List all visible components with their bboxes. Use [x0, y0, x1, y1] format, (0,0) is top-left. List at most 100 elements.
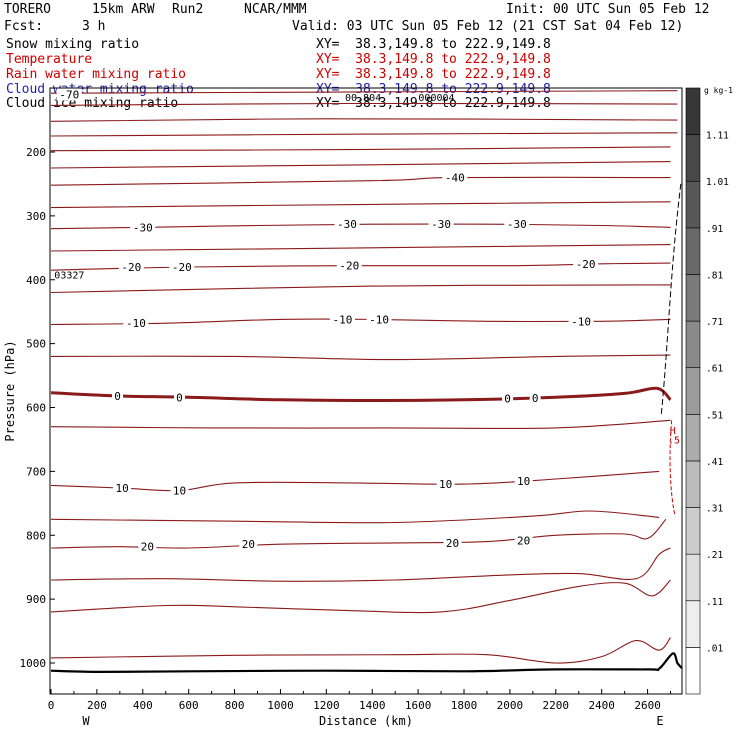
contour-line — [50, 146, 671, 152]
field-name: Temperature — [6, 52, 93, 67]
colorbar-tick-label: .21 — [706, 550, 723, 561]
colorbar-step — [685, 320, 701, 368]
colorbar-step — [685, 507, 701, 555]
x-tick-label: 2200 — [543, 699, 570, 712]
contour-label: -20 — [121, 261, 141, 274]
x-tick-label: 0 — [48, 699, 55, 712]
contour-labels: -70 -40 -30 -30 -30 -30 -20 -20 -20 -20 -10 -10 -10 -… — [56, 88, 599, 554]
terrain-line — [50, 652, 682, 674]
colorbar-tick-label: .71 — [706, 317, 723, 328]
colorbar-step — [685, 553, 701, 602]
y-tick-label: 400 — [26, 274, 46, 287]
contour-label-bg — [336, 259, 362, 272]
x-tick-label: 400 — [133, 699, 153, 712]
rain-contour-dashed — [669, 420, 676, 517]
contour-label-bg — [436, 478, 455, 491]
y-tick-label: 600 — [26, 402, 46, 415]
x-tick-label: 1800 — [451, 699, 478, 712]
contour-line — [50, 244, 671, 252]
contour-label: 10 — [173, 485, 186, 498]
extra-label: 03327 — [54, 271, 84, 282]
contour-label: 20 — [517, 534, 530, 547]
x-axis-label: Distance (km) — [319, 714, 413, 728]
contour-label: -10 — [369, 313, 389, 326]
contour-label-bg — [138, 540, 157, 553]
x-tick-label: 1400 — [359, 699, 386, 712]
contour-label: -10 — [332, 313, 352, 326]
colorbar-step — [685, 274, 701, 322]
contour-line — [50, 102, 678, 106]
y-tick-label: 700 — [26, 465, 46, 478]
fcst-label: Fcst: — [4, 19, 44, 34]
contour-label-bg — [442, 171, 468, 184]
colorbar-tick-label: .91 — [706, 224, 723, 235]
organization: NCAR/MMM — [244, 2, 307, 17]
contour-label-bg — [573, 257, 599, 270]
x-tick-label: 2400 — [588, 699, 615, 712]
contour-line — [50, 284, 671, 294]
colorbar-tick-label: 1.11 — [706, 131, 729, 142]
y-tick-label: 900 — [26, 593, 46, 606]
field-name: Rain water mixing ratio — [6, 67, 187, 82]
y-tick-label: 300 — [26, 210, 46, 223]
contour-line — [50, 354, 671, 361]
x-tick-label: 600 — [179, 699, 199, 712]
colorbar-step — [685, 180, 701, 229]
contour-line — [50, 201, 671, 209]
contour-label-bg — [502, 392, 514, 405]
x-tick-label: 2000 — [497, 699, 524, 712]
colorbar-tick-label: .61 — [706, 364, 723, 375]
x-tick-label: 200 — [87, 699, 107, 712]
contour-label: -20 — [339, 260, 359, 273]
y-axis-label: Pressure (hPa) — [3, 340, 17, 441]
contour-label-bg — [329, 313, 355, 326]
contour-label: -30 — [507, 218, 527, 231]
contour-label-bg — [169, 260, 195, 273]
x-tick-label: 1200 — [313, 699, 340, 712]
field-xy: XY= 38.3,149.8 to 222.9,149.8 — [316, 82, 551, 97]
colorbar-tick-label: .41 — [706, 457, 723, 468]
contour-line — [50, 176, 671, 186]
colorbar-tick-label: .81 — [706, 270, 723, 281]
contour-label-bg — [428, 218, 454, 231]
y-tick-label: 800 — [26, 529, 46, 542]
colorbar-step — [685, 367, 701, 415]
contour-label: -10 — [126, 317, 146, 330]
snow-contour-dashed — [660, 183, 682, 414]
contour-label-bg — [123, 317, 149, 330]
contour-line — [50, 637, 671, 664]
contour-label-bg — [239, 538, 258, 551]
contour-label: -10 — [571, 315, 591, 328]
colorbar-tick-label: .51 — [706, 410, 723, 421]
extra-label: .5 — [668, 435, 680, 446]
run-name: Run2 — [172, 2, 204, 17]
contour-label-bg — [130, 221, 156, 234]
model-name: TORERO — [4, 2, 51, 17]
contour-label: -70 — [59, 89, 79, 102]
colorbar-tick-label: .11 — [706, 597, 723, 608]
colorbar-tick-label: 1.01 — [706, 177, 729, 188]
contour-line — [50, 510, 660, 524]
x-tick-label: 2600 — [634, 699, 661, 712]
contour-line — [50, 161, 671, 169]
colorbar-tick-label: .31 — [706, 504, 723, 515]
contour-label-bg — [529, 391, 541, 404]
temperature-contours — [50, 90, 682, 674]
extra-labels: 03327 00.804 000004 H.5 — [54, 93, 680, 446]
contour-label: -30 — [431, 218, 451, 231]
contour-line — [50, 262, 671, 271]
contour-line — [50, 419, 671, 430]
colorbar-step — [685, 600, 701, 648]
contour-label-bg — [514, 474, 533, 487]
contour-label: 10 — [439, 478, 452, 491]
contour-label-bg — [170, 484, 189, 497]
contour-label-bg — [56, 88, 82, 101]
x-tick-label: 800 — [225, 699, 245, 712]
field-name: Snow mixing ratio — [6, 37, 140, 52]
contour-label-bg — [443, 536, 462, 549]
field-xy: XY= 38.3,149.8 to 222.9,149.8 — [316, 52, 551, 67]
contour-label: 0 — [504, 393, 511, 406]
east-label: E — [656, 714, 663, 728]
init-time: Init: 00 UTC Sun 05 Feb 12 — [506, 2, 710, 17]
